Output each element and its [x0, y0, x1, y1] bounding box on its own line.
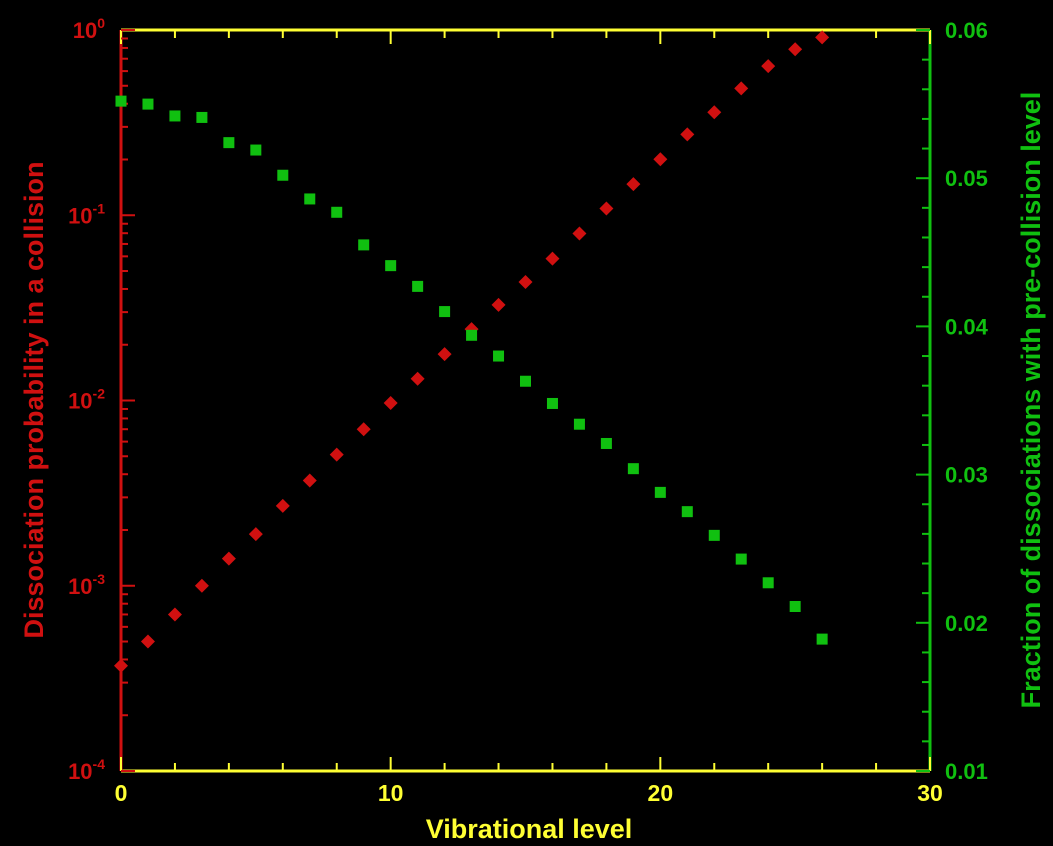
- data-point-diamond: [707, 105, 722, 120]
- data-point-square: [304, 193, 316, 205]
- data-point-square: [520, 375, 531, 387]
- data-point-diamond: [734, 81, 749, 96]
- x-tick-label: 20: [648, 780, 674, 806]
- data-point-diamond: [356, 422, 371, 437]
- right-y-axis-title: Fraction of dissociations with pre-colli…: [1016, 92, 1046, 709]
- data-point-diamond: [653, 152, 668, 167]
- right-y-tick-label: 0.01: [945, 759, 988, 784]
- data-point-square: [654, 486, 666, 498]
- data-point-square: [223, 137, 235, 149]
- data-point-diamond: [599, 201, 614, 216]
- x-tick-label: 10: [378, 780, 404, 806]
- data-point-square: [142, 98, 154, 110]
- data-point-square: [439, 306, 451, 318]
- data-point-diamond: [302, 473, 317, 488]
- data-point-square: [115, 95, 127, 107]
- x-tick-label: 30: [917, 780, 943, 806]
- data-point-square: [412, 280, 424, 292]
- data-point-square: [600, 437, 612, 449]
- left-y-tick-label: 10-3: [68, 571, 105, 599]
- data-point-diamond: [114, 658, 128, 673]
- left-y-tick-label: 100: [73, 15, 105, 43]
- data-point-square: [196, 111, 208, 123]
- data-point-diamond: [788, 42, 803, 57]
- left-y-tick-label: 10-4: [68, 756, 105, 784]
- right-y-tick-label: 0.05: [945, 166, 988, 191]
- tick-labels: 0 10 20 3010-410-310-210-11000.010.020.030.…: [68, 15, 989, 806]
- data-point-square: [573, 418, 585, 430]
- data-point-diamond: [221, 551, 236, 566]
- data-point-square: [681, 506, 693, 518]
- data-point-square: [708, 529, 720, 541]
- data-point-square: [493, 350, 505, 362]
- left-y-tick-exponent: -1: [93, 200, 106, 216]
- data-point-diamond: [572, 226, 587, 241]
- left-y-tick-exponent: -3: [93, 571, 106, 587]
- data-point-diamond: [194, 578, 209, 593]
- data-points: [114, 30, 830, 673]
- data-point-square: [250, 144, 262, 156]
- data-point-square: [546, 397, 558, 409]
- data-point-diamond: [410, 371, 425, 386]
- left-y-tick-label: 10-2: [68, 386, 105, 414]
- left-y-tick-exponent: 0: [97, 15, 105, 31]
- left-y-tick-base: 10: [68, 203, 92, 228]
- data-point-diamond: [437, 347, 452, 362]
- data-point-square: [627, 463, 639, 475]
- data-point-square: [735, 553, 747, 565]
- data-point-diamond: [545, 251, 560, 266]
- x-axis-title: Vibrational level: [426, 814, 633, 844]
- left-y-axis-title: Dissociation probability in a collision: [19, 161, 49, 638]
- data-point-square: [466, 329, 478, 341]
- data-point-diamond: [491, 297, 506, 312]
- data-point-diamond: [383, 395, 398, 410]
- axis-ticks: [120, 29, 931, 772]
- data-point-diamond: [680, 127, 695, 142]
- data-point-diamond: [761, 59, 776, 74]
- data-point-square: [762, 577, 774, 589]
- data-point-square: [358, 239, 370, 251]
- data-point-square: [169, 110, 181, 122]
- data-point-square: [331, 206, 343, 218]
- left-y-tick-base: 10: [68, 389, 92, 414]
- data-point-diamond: [167, 607, 182, 622]
- data-point-diamond: [275, 498, 290, 513]
- data-point-square: [816, 633, 828, 645]
- left-y-tick-exponent: -4: [93, 756, 106, 772]
- left-y-tick-base: 10: [68, 759, 92, 784]
- data-point-diamond: [518, 275, 533, 290]
- data-point-square: [277, 169, 289, 181]
- left-y-tick-base: 10: [73, 18, 97, 43]
- right-y-tick-label: 0.06: [945, 18, 988, 43]
- right-y-tick-label: 0.04: [945, 314, 989, 339]
- data-point-diamond: [140, 634, 155, 649]
- left-y-tick-base: 10: [68, 574, 92, 599]
- data-point-diamond: [815, 30, 830, 45]
- data-point-diamond: [329, 447, 344, 462]
- left-y-tick-label: 10-1: [68, 200, 105, 228]
- right-y-tick-label: 0.03: [945, 463, 988, 488]
- data-point-square: [385, 260, 397, 272]
- data-point-diamond: [248, 527, 263, 542]
- right-y-tick-label: 0.02: [945, 611, 988, 636]
- x-tick-label: 0: [115, 780, 128, 806]
- data-point-diamond: [626, 177, 641, 192]
- data-point-square: [789, 600, 801, 612]
- left-y-tick-exponent: -2: [93, 386, 106, 402]
